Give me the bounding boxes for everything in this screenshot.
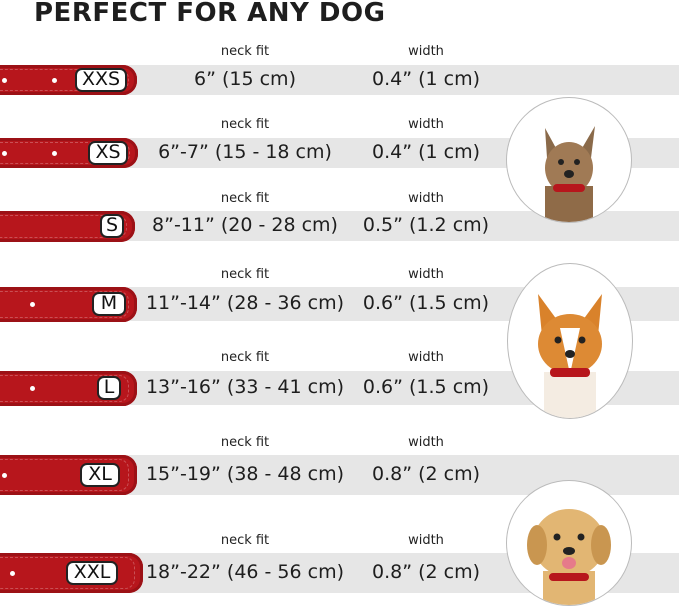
width-value: 0.6” (1.5 cm) (362, 376, 490, 398)
width-value: 0.4” (1 cm) (371, 68, 480, 90)
small-dog-image (506, 97, 632, 223)
neck-fit-label: neck fit (220, 435, 270, 450)
width-label: width (408, 191, 444, 206)
collar-icon: M (0, 286, 137, 322)
width-value: 0.5” (1.2 cm) (362, 214, 490, 236)
neck-fit-value: 8”-11” (20 - 28 cm) (152, 214, 338, 236)
collar-hole (52, 150, 57, 156)
neck-fit-label: neck fit (220, 267, 270, 282)
collar-icon: XXS (0, 65, 137, 95)
width-label: width (408, 44, 444, 59)
large-dog-image (506, 480, 632, 606)
neck-fit-value: 6”-7” (15 - 18 cm) (158, 141, 332, 163)
width-label: width (408, 435, 444, 450)
neck-fit-value: 13”-16” (33 - 41 cm) (145, 376, 345, 398)
neck-fit-label: neck fit (220, 117, 270, 132)
width-value: 0.6” (1.5 cm) (362, 292, 490, 314)
width-value: 0.4” (1 cm) (371, 141, 480, 163)
size-tag: L (97, 376, 121, 400)
size-tag: M (92, 292, 126, 316)
collar-hole (30, 385, 35, 391)
collar-hole (2, 150, 7, 156)
neck-fit-value: 15”-19” (38 - 48 cm) (145, 463, 345, 485)
neck-fit-label: neck fit (220, 191, 270, 206)
neck-fit-value: 18”-22” (46 - 56 cm) (145, 561, 345, 583)
medium-dog-image (507, 263, 633, 419)
neck-fit-label: neck fit (220, 533, 270, 548)
width-label: width (408, 350, 444, 365)
neck-fit-value: 6” (15 cm) (194, 68, 296, 90)
collar-icon: XL (0, 455, 137, 495)
terrier-dog-icon (545, 126, 595, 222)
labrador-dog-icon (527, 509, 611, 605)
width-label: width (408, 267, 444, 282)
size-tag: XXL (66, 561, 118, 585)
size-tag: XXS (75, 68, 127, 92)
corgi-dog-icon (538, 294, 602, 418)
collar-icon: XXL (0, 553, 143, 593)
collar-hole (52, 77, 57, 83)
collar-icon: XS (0, 138, 138, 168)
width-label: width (408, 117, 444, 132)
page-title: PERFECT FOR ANY DOG (34, 0, 386, 28)
collar-hole (30, 301, 35, 307)
collar-hole (2, 77, 7, 83)
width-value: 0.8” (2 cm) (371, 561, 480, 583)
size-tag: S (100, 214, 125, 238)
collar-hole (2, 472, 7, 478)
width-value: 0.8” (2 cm) (371, 463, 480, 485)
neck-fit-label: neck fit (220, 44, 270, 59)
neck-fit-label: neck fit (220, 350, 270, 365)
collar-hole (10, 570, 15, 576)
size-tag: XL (80, 463, 120, 487)
collar-icon: S (0, 210, 135, 242)
collar-icon: L (0, 370, 137, 406)
neck-fit-value: 11”-14” (28 - 36 cm) (145, 292, 345, 314)
width-label: width (408, 533, 444, 548)
size-tag: XS (88, 141, 128, 165)
